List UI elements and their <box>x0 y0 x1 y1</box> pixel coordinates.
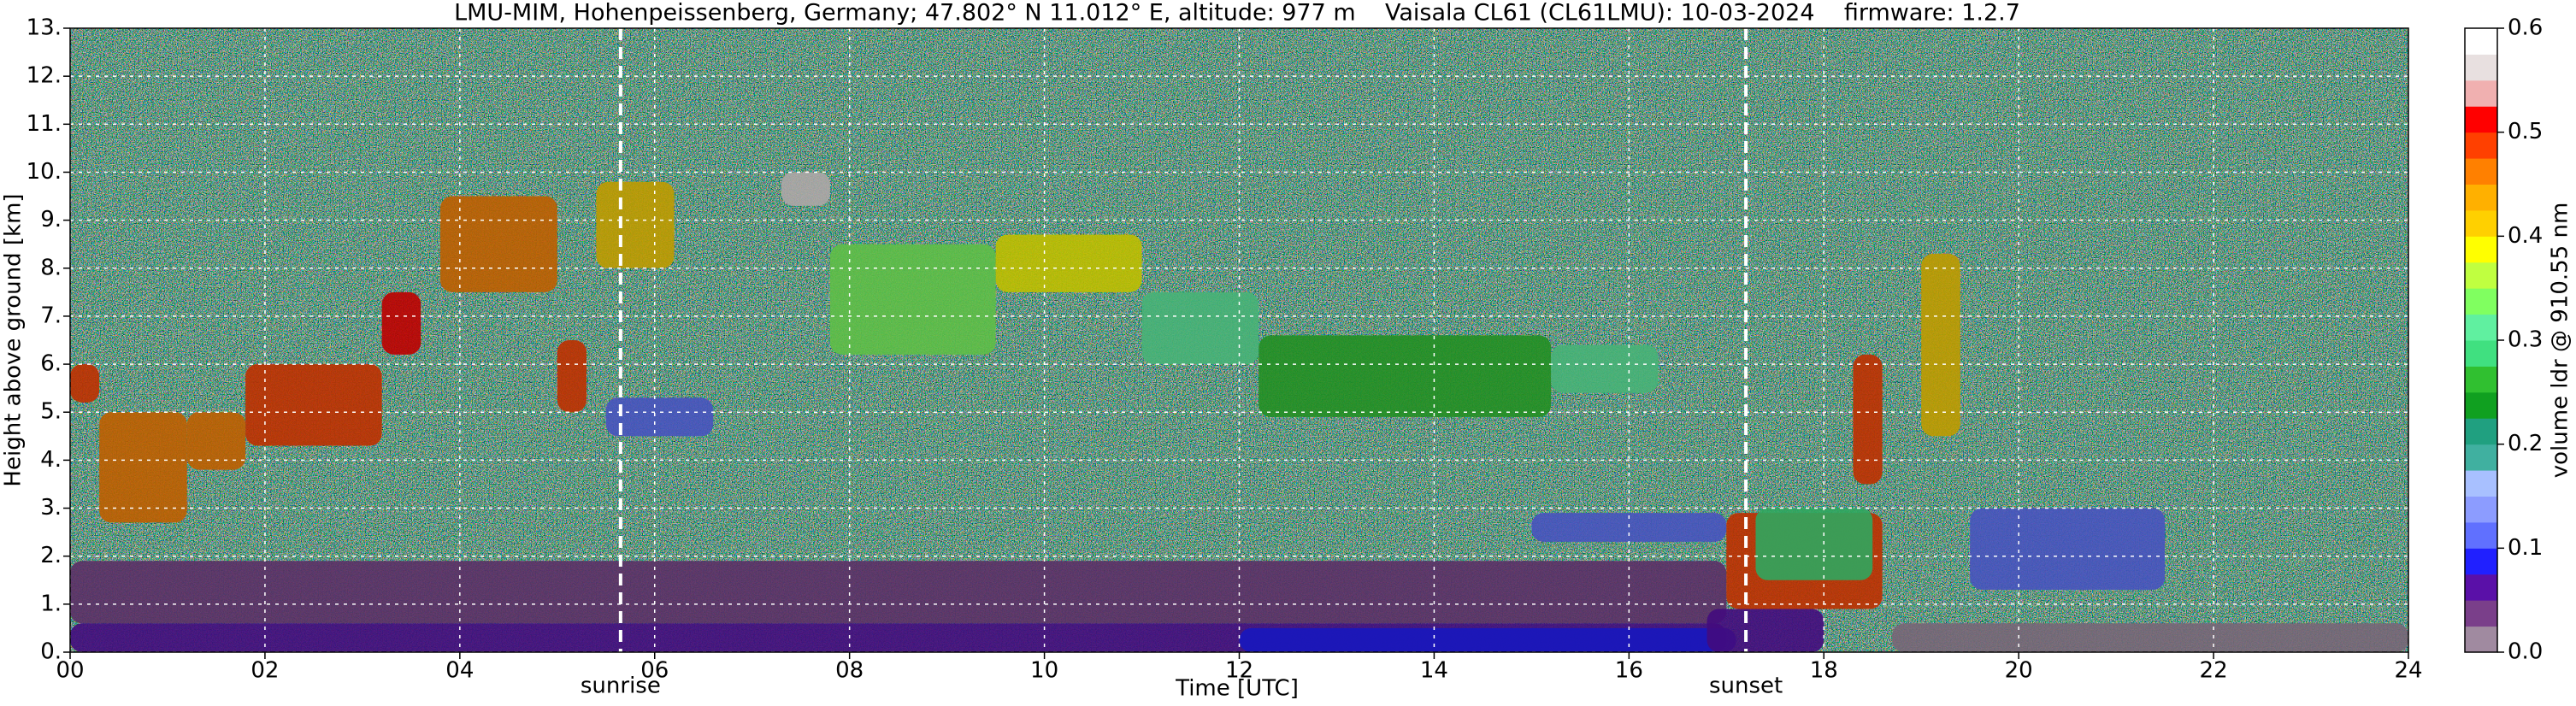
colorbar-segment <box>2465 106 2497 133</box>
x-tick-label: 14 <box>1420 658 1448 684</box>
colorbar-segment <box>2465 496 2497 523</box>
colorbar-segment <box>2465 54 2497 81</box>
colorbar-segment <box>2465 521 2497 549</box>
y-tick-label: 4. <box>40 447 62 473</box>
x-tick-label: 06 <box>640 658 669 684</box>
y-tick-label: 5. <box>40 399 62 425</box>
colorbar-segment <box>2465 28 2497 55</box>
colorbar-tick-label: 0.4 <box>2508 223 2543 249</box>
x-tick-label: 20 <box>2005 658 2033 684</box>
y-tick-label: 6. <box>40 351 62 377</box>
colorbar-segment <box>2465 184 2497 211</box>
colorbar-segment <box>2465 444 2497 471</box>
x-tick-label: 04 <box>445 658 474 684</box>
y-tick-label: 0. <box>40 639 62 665</box>
y-tick-label: 1. <box>40 591 62 616</box>
colorbar-segment <box>2465 600 2497 627</box>
x-tick-label: 22 <box>2200 658 2228 684</box>
annotation-label: sunrise <box>581 674 661 699</box>
colorbar-segment <box>2465 132 2497 159</box>
colorbar-tick-label: 0.1 <box>2508 535 2543 561</box>
x-tick-label: 02 <box>251 658 279 684</box>
x-tick-label: 12 <box>1225 658 1253 684</box>
x-tick-label: 10 <box>1030 658 1058 684</box>
colorbar-segment <box>2465 548 2497 575</box>
annotation-label: sunset <box>1709 674 1783 699</box>
colorbar-segment <box>2465 574 2497 601</box>
colorbar-segment <box>2465 391 2497 419</box>
colorbar-segment <box>2465 288 2497 315</box>
y-tick-label: 11. <box>27 111 62 137</box>
colorbar-segment <box>2465 158 2497 185</box>
colorbar-segment <box>2465 470 2497 497</box>
colorbar-segment <box>2465 340 2497 367</box>
colorbar-segment <box>2465 209 2497 237</box>
y-tick-label: 3. <box>40 495 62 521</box>
y-tick-label: 12. <box>27 63 62 89</box>
y-tick-label: 7. <box>40 303 62 328</box>
x-tick-label: 18 <box>1810 658 1838 684</box>
x-axis-label: Time [UTC] <box>1175 676 1299 702</box>
x-tick-label: 24 <box>2394 658 2422 684</box>
colorbar-segment <box>2465 418 2497 445</box>
colorbar-segment <box>2465 366 2497 393</box>
colorbar-tick-label: 0.5 <box>2508 119 2543 144</box>
colorbar-tick-label: 0.6 <box>2508 15 2543 41</box>
y-tick-label: 2. <box>40 543 62 568</box>
colorbar-tick-label: 0.2 <box>2508 431 2543 456</box>
chart-title: LMU-MIM, Hohenpeissenberg, Germany; 47.8… <box>454 0 2020 26</box>
colorbar-tick-label: 0.0 <box>2508 639 2543 665</box>
colorbar-segment <box>2465 236 2497 263</box>
colorbar-label: volume ldr @ 910.55 nm <box>2548 203 2573 479</box>
y-tick-label: 8. <box>40 255 62 280</box>
y-tick-label: 13. <box>27 15 62 41</box>
colorbar-segment <box>2465 314 2497 341</box>
colorbar-segment <box>2465 626 2497 653</box>
x-tick-label: 08 <box>835 658 864 684</box>
colorbar-segment <box>2465 79 2497 107</box>
x-tick-label: 16 <box>1615 658 1643 684</box>
colorbar-segment <box>2465 262 2497 289</box>
y-tick-label: 10. <box>27 159 62 185</box>
y-tick-label: 9. <box>40 207 62 232</box>
x-tick-label: 00 <box>56 658 84 684</box>
colorbar-tick-label: 0.3 <box>2508 327 2543 353</box>
y-axis-label: Height above ground [km] <box>1 193 27 486</box>
